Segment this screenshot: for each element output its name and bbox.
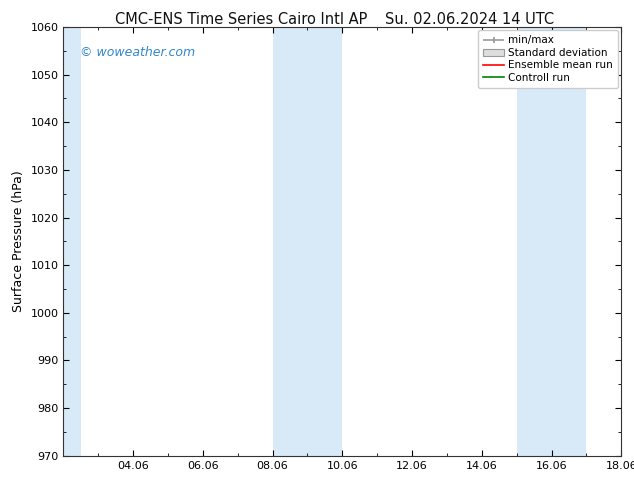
Text: © woweather.com: © woweather.com bbox=[80, 46, 195, 59]
Text: Su. 02.06.2024 14 UTC: Su. 02.06.2024 14 UTC bbox=[385, 12, 553, 27]
Text: CMC-ENS Time Series Cairo Intl AP: CMC-ENS Time Series Cairo Intl AP bbox=[115, 12, 367, 27]
Bar bbox=[63, 27, 81, 456]
Bar bbox=[273, 27, 342, 456]
Bar bbox=[517, 27, 586, 456]
Legend: min/max, Standard deviation, Ensemble mean run, Controll run: min/max, Standard deviation, Ensemble me… bbox=[478, 30, 618, 88]
Y-axis label: Surface Pressure (hPa): Surface Pressure (hPa) bbox=[12, 171, 25, 312]
